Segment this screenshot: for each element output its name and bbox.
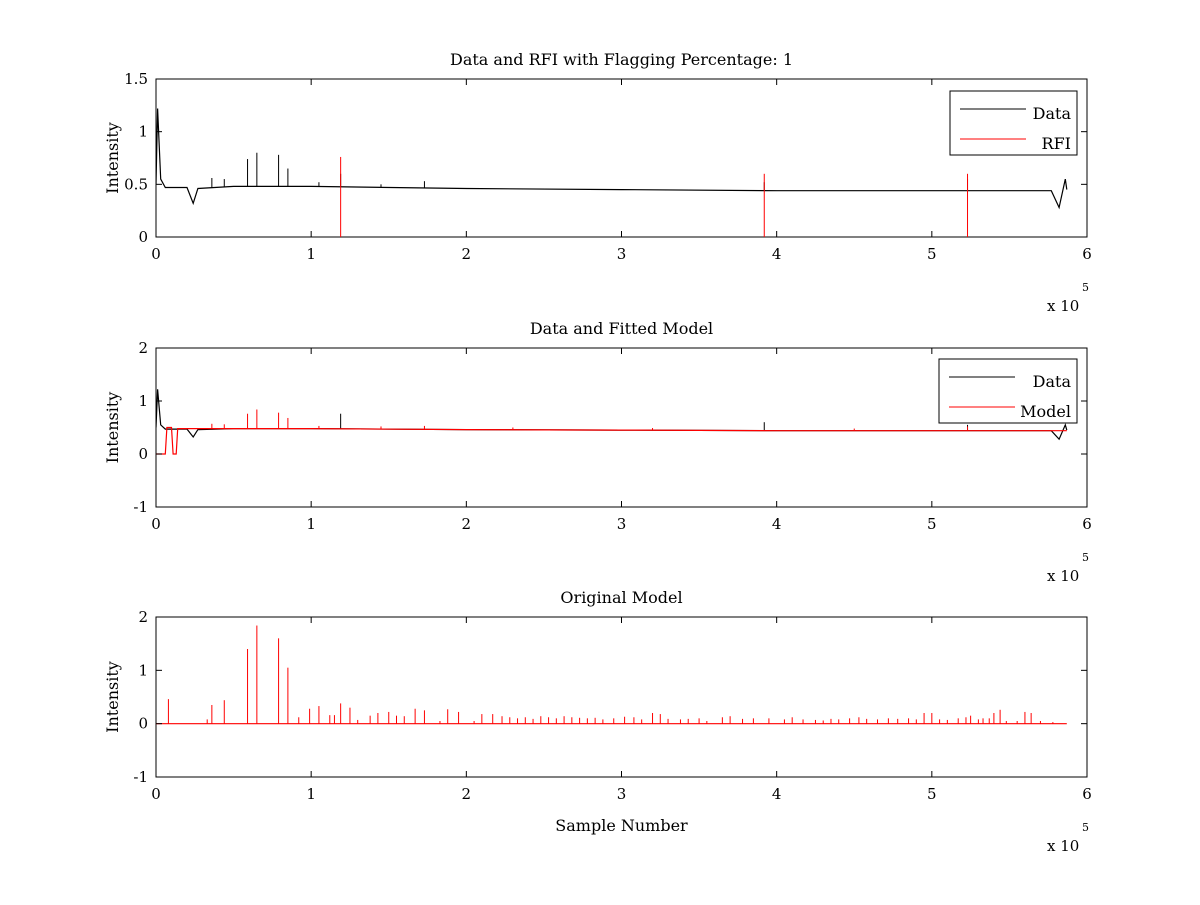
y-axis-label: Intensity <box>103 122 122 194</box>
x-tick-label: 1 <box>306 245 316 263</box>
x-multiplier-exponent: 5 <box>1082 281 1089 294</box>
legend: Data Model <box>938 358 1078 424</box>
chart-title: Original Model <box>560 588 682 607</box>
x-multiplier: x 10 <box>1047 297 1079 315</box>
x-tick-label: 1 <box>306 515 316 533</box>
x-tick-label: 0 <box>151 785 161 803</box>
y-tick-label: 0 <box>138 445 148 463</box>
y-tick-label: 1.5 <box>124 70 148 88</box>
legend-label: Data <box>1033 372 1072 391</box>
series-line <box>156 426 1067 455</box>
x-axis-label: Sample Number <box>555 816 688 835</box>
x-multiplier-exponent: 5 <box>1082 821 1089 834</box>
x-tick-label: 2 <box>462 245 472 263</box>
x-tick-label: 2 <box>462 785 472 803</box>
x-tick-label: 0 <box>151 245 161 263</box>
x-tick-label: 1 <box>306 785 316 803</box>
legend: Data RFI <box>949 90 1078 156</box>
x-tick-label: 3 <box>617 515 627 533</box>
x-multiplier: x 10 <box>1047 837 1079 855</box>
axes-frame <box>155 616 1088 778</box>
x-multiplier-exponent: 5 <box>1082 551 1089 564</box>
x-tick-label: 6 <box>1082 245 1092 263</box>
chart-title: Data and Fitted Model <box>530 319 713 338</box>
y-axis-label: Intensity <box>103 661 122 733</box>
series-rfi-1 <box>340 156 969 237</box>
plot-area <box>156 108 1068 237</box>
chart-title: Data and RFI with Flagging Percentage: 1 <box>450 50 793 69</box>
y-tick-label: -1 <box>133 768 148 786</box>
axes-frame <box>155 347 1088 508</box>
axes-frame <box>155 78 1088 238</box>
x-tick-label: 4 <box>772 515 782 533</box>
x-multiplier: x 10 <box>1047 567 1079 585</box>
x-tick-label: 2 <box>462 515 472 533</box>
y-tick-label: 1 <box>138 661 148 679</box>
x-tick-label: 6 <box>1082 515 1092 533</box>
y-tick-label: 0.5 <box>124 175 148 193</box>
series-line <box>156 108 1068 210</box>
plot-area <box>156 389 1068 455</box>
y-tick-label: -1 <box>133 498 148 516</box>
x-tick-label: 4 <box>772 245 782 263</box>
x-tick-label: 5 <box>927 515 937 533</box>
x-tick-label: 3 <box>617 245 627 263</box>
y-axis-label: Intensity <box>103 392 122 464</box>
series-model-2 <box>156 409 1067 455</box>
plot-area <box>156 625 1067 725</box>
y-tick-label: 0 <box>138 715 148 733</box>
y-tick-label: 2 <box>138 608 148 626</box>
y-tick-label: 2 <box>138 339 148 357</box>
legend-label: Data <box>1033 104 1072 123</box>
x-tick-label: 4 <box>772 785 782 803</box>
legend-box <box>938 358 1078 424</box>
x-tick-label: 5 <box>927 785 937 803</box>
y-tick-label: 0 <box>138 228 148 246</box>
x-tick-label: 6 <box>1082 785 1092 803</box>
x-tick-label: 0 <box>151 515 161 533</box>
series-model-3 <box>156 625 1067 725</box>
y-tick-label: 1 <box>138 392 148 410</box>
legend-box <box>949 90 1078 156</box>
x-tick-label: 5 <box>927 245 937 263</box>
legend-label: Model <box>1020 402 1071 421</box>
legend-label: RFI <box>1042 134 1071 153</box>
x-tick-label: 3 <box>617 785 627 803</box>
y-tick-label: 1 <box>138 123 148 141</box>
